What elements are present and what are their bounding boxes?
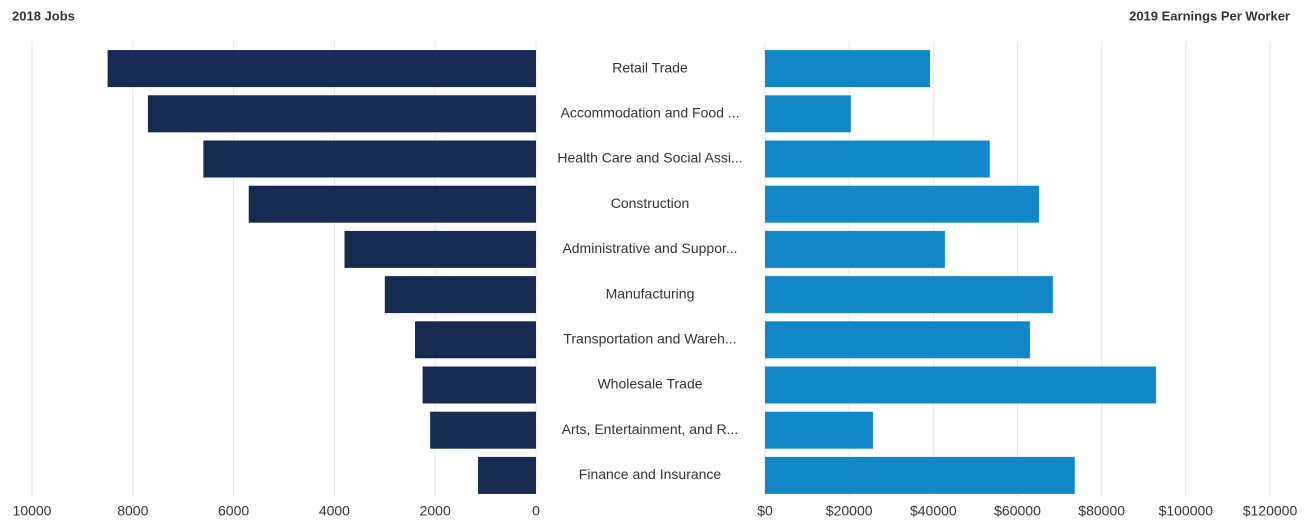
- bar: [384, 276, 536, 314]
- x-tick-label: $80000: [1078, 503, 1125, 519]
- bar: [765, 366, 1156, 404]
- category-label: Manufacturing: [606, 285, 695, 301]
- x-tick-label: $40000: [910, 503, 957, 519]
- bar: [415, 321, 536, 359]
- x-tick-label: 6000: [218, 503, 249, 519]
- bar: [344, 230, 536, 268]
- x-tick-label: 0: [532, 503, 540, 519]
- x-tick-label: 8000: [117, 503, 148, 519]
- x-tick-label: 4000: [319, 503, 350, 519]
- category-label: Administrative and Suppor...: [562, 240, 737, 256]
- bar: [765, 230, 945, 268]
- x-tick-label: 2000: [420, 503, 451, 519]
- category-label: Transportation and Wareh...: [563, 331, 736, 347]
- bar: [765, 276, 1053, 314]
- bar: [478, 456, 536, 494]
- x-tick-label: $120000: [1243, 503, 1298, 519]
- category-label: Accommodation and Food ...: [561, 105, 740, 121]
- chart-title: 2019 Earnings Per Worker: [1129, 8, 1290, 23]
- bar: [765, 95, 851, 133]
- x-tick-label: $0: [757, 503, 773, 519]
- bar: [765, 321, 1030, 359]
- category-label: Retail Trade: [612, 59, 688, 75]
- bar: [765, 456, 1075, 494]
- bar: [765, 185, 1039, 223]
- bar: [430, 411, 536, 449]
- category-label: Health Care and Social Assi...: [557, 150, 742, 166]
- bar: [422, 366, 536, 404]
- category-label: Arts, Entertainment, and R...: [562, 421, 739, 437]
- x-tick-label: 10000: [13, 503, 52, 519]
- bar: [203, 140, 537, 178]
- x-tick-label: $100000: [1159, 503, 1214, 519]
- x-tick-label: $20000: [826, 503, 873, 519]
- x-tick-label: $60000: [994, 503, 1041, 519]
- bar: [147, 95, 537, 133]
- category-label: Wholesale Trade: [597, 376, 702, 392]
- bar: [107, 50, 536, 88]
- chart-title: 2018 Jobs: [12, 8, 75, 23]
- bar: [765, 411, 873, 449]
- bar: [765, 50, 930, 88]
- bar: [765, 140, 990, 178]
- category-label: Construction: [611, 195, 690, 211]
- category-label: Finance and Insurance: [579, 466, 722, 482]
- bar: [248, 185, 536, 223]
